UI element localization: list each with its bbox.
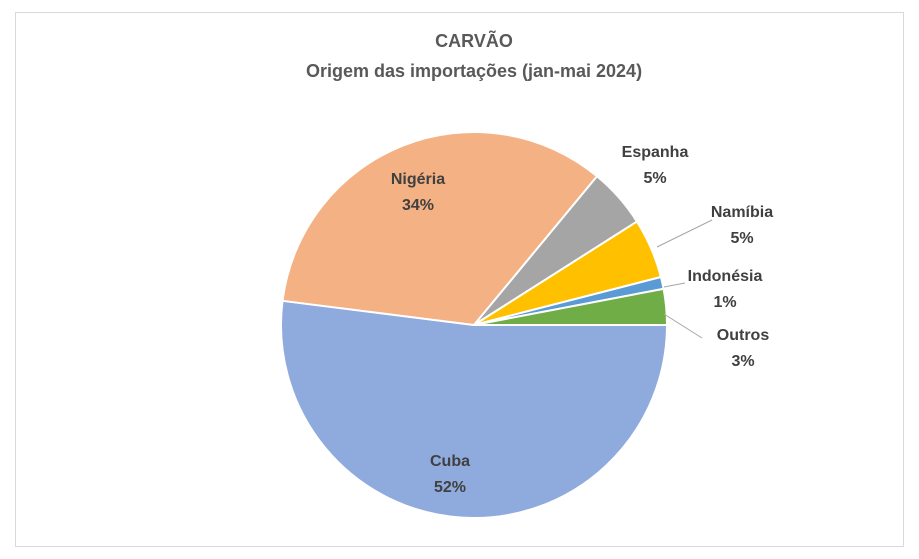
pie-slice [473, 287, 669, 326]
slice-value: 3% [731, 353, 754, 370]
slice-label: Indonésia [688, 268, 763, 285]
leader-line [663, 282, 686, 288]
chart-title: CARVÃO [435, 30, 513, 51]
slice-value: 34% [402, 197, 434, 214]
slice-label: Espanha [622, 144, 689, 161]
slice-value: 5% [643, 170, 666, 187]
slice-label: Outros [717, 327, 770, 344]
chart-subtitle: Origem das importações (jan-mai 2024) [306, 61, 642, 81]
slice-label: Cuba [430, 453, 470, 470]
slice-label: Nigéria [391, 171, 445, 188]
leader-line [656, 219, 713, 248]
pie-slice [281, 131, 599, 327]
slice-label: Namíbia [711, 204, 773, 221]
leader-line [663, 313, 703, 339]
slice-value: 5% [730, 230, 753, 247]
slice-value: 52% [434, 479, 466, 496]
pie-slice [280, 299, 669, 519]
slice-value: 1% [713, 294, 736, 311]
